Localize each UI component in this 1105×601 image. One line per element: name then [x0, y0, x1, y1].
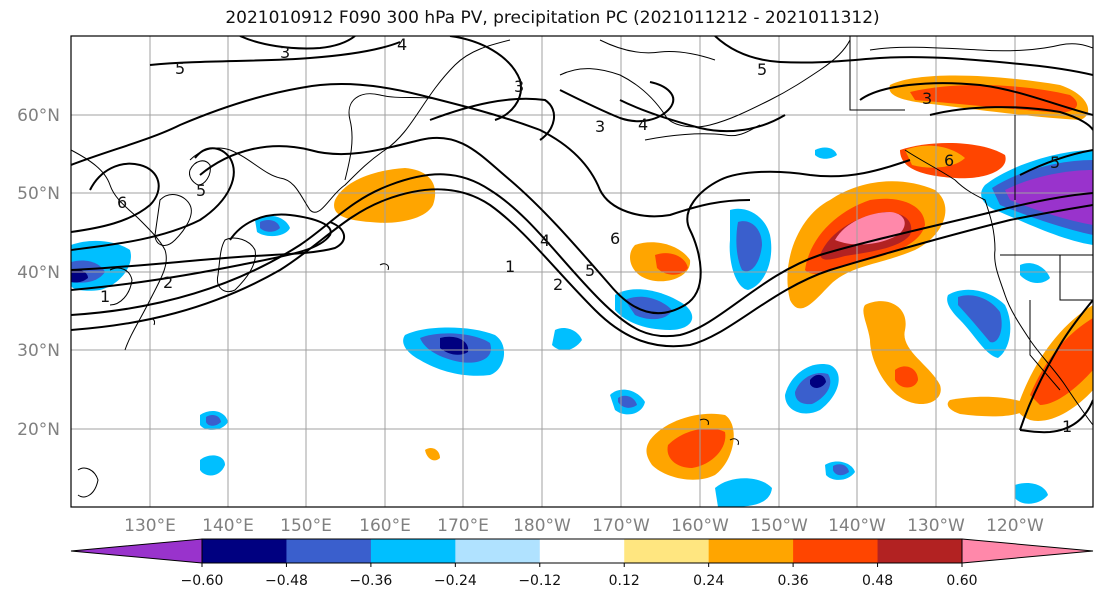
colorbar-label: −0.36 [349, 573, 392, 589]
lat-axis: 60°N 50°N 40°N 30°N 20°N [17, 106, 60, 440]
contour-label: 3 [514, 77, 524, 96]
lat-label: 60°N [17, 106, 60, 126]
contour-label: 6 [117, 193, 127, 212]
contour-label: 5 [196, 181, 206, 200]
pv-contours [71, 36, 1093, 434]
lat-label: 20°N [17, 420, 60, 440]
colorbar-labels: −0.60 −0.48 −0.36 −0.24 −0.12 0.12 0.24 0.36 0.4… [181, 573, 978, 589]
colorbar-label: 0.48 [862, 573, 893, 589]
contour-label: 2 [163, 273, 173, 292]
colorbar-swatch [793, 539, 879, 563]
lon-label: 130°E [124, 516, 176, 536]
colorbar-label: −0.60 [181, 573, 224, 589]
contour-label: 3 [280, 43, 290, 62]
colorbar-swatch [877, 539, 963, 563]
contour-label: 4 [397, 35, 407, 54]
colorbar-swatch [708, 539, 794, 563]
contour-label: 3 [922, 89, 932, 108]
colorbar-label: 0.12 [609, 573, 640, 589]
contour-label: 5 [757, 60, 767, 79]
contour-label: 5 [1050, 153, 1060, 172]
contour-label: 3 [595, 117, 605, 136]
lon-label: 150°E [280, 516, 332, 536]
lon-label: 180°W [513, 516, 571, 536]
colorbar-swatch [539, 539, 625, 563]
lon-label: 160°W [671, 516, 729, 536]
colorbar-swatch [71, 539, 202, 563]
colorbar-label: −0.48 [265, 573, 308, 589]
colorbar-frame [201, 538, 963, 564]
lat-label: 40°N [17, 263, 60, 283]
colorbar-swatch [202, 539, 287, 563]
contour-label: 1 [100, 287, 110, 306]
colorbar-label: −0.12 [518, 573, 561, 589]
colorbar-label: 0.60 [946, 573, 977, 589]
colorbar-swatch [370, 539, 456, 563]
colorbar-label: −0.24 [434, 573, 477, 589]
lat-label: 50°N [17, 184, 60, 204]
lon-label: 150°W [750, 516, 808, 536]
map-frame [70, 35, 1094, 508]
colorbar-swatch [455, 539, 541, 563]
lon-label: 170°W [592, 516, 650, 536]
lon-axis: 130°E 140°E 150°E 160°E 170°E 180°W 170°… [124, 516, 1044, 536]
colorbar-swatches [71, 539, 1093, 563]
lon-label: 120°W [986, 516, 1044, 536]
precip-shading [71, 75, 1093, 507]
colorbar-label: 0.24 [693, 573, 724, 589]
lon-label: 140°E [202, 516, 254, 536]
lon-label: 130°W [907, 516, 965, 536]
contour-label: 1 [1062, 417, 1072, 436]
colorbar-swatch [624, 539, 710, 563]
colorbar-swatch [962, 539, 1093, 563]
lat-label: 30°N [17, 341, 60, 361]
contour-label: 4 [540, 231, 550, 250]
contour-label: 5 [585, 261, 595, 280]
contour-label: 4 [638, 115, 648, 134]
colorbar-ticks [201, 563, 963, 567]
colorbar-label: 0.36 [778, 573, 809, 589]
colorbar-frame-right [961, 538, 1094, 564]
contour-labels: 5 3 4 3 3 4 5 3 6 5 6 5 4 6 5 2 1 2 1 1 [100, 35, 1072, 436]
lon-label: 140°W [828, 516, 886, 536]
contour-label: 6 [610, 229, 620, 248]
contour-label: 1 [505, 257, 515, 276]
map-title: 2021010912 F090 300 hPa PV, precipitatio… [225, 8, 880, 28]
colorbar: −0.60 −0.48 −0.36 −0.24 −0.12 0.12 0.24 0.36 0.4… [70, 538, 1094, 589]
contour-label: 5 [175, 59, 185, 78]
contour-label: 2 [553, 275, 563, 294]
lon-label: 160°E [359, 516, 411, 536]
colorbar-swatch [286, 539, 372, 563]
graticule [71, 36, 1093, 507]
contour-label: 6 [944, 151, 954, 170]
lon-label: 170°E [437, 516, 489, 536]
